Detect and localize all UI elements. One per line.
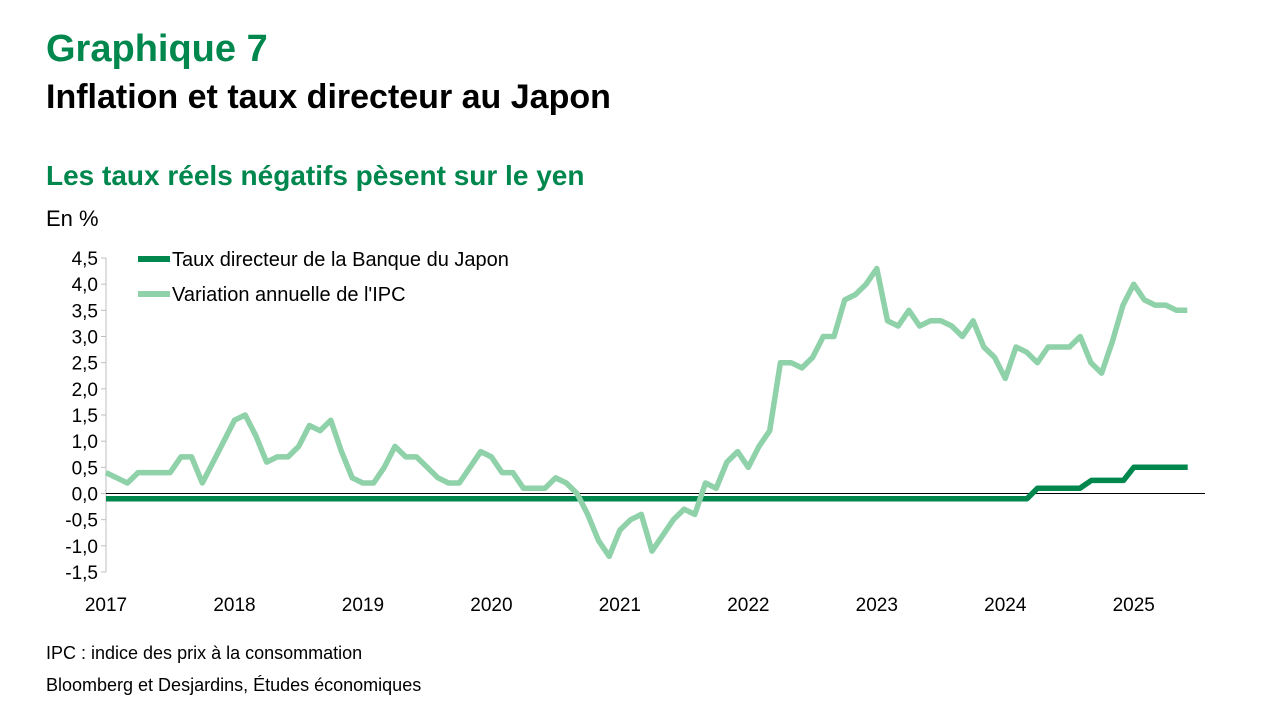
- y-tick-label: -0,5: [65, 511, 98, 532]
- source-note: Bloomberg et Desjardins, Études économiq…: [46, 675, 422, 695]
- y-tick-label: -1,5: [65, 563, 98, 584]
- series-lines: [104, 265, 1188, 560]
- y-tick-label: 0,0: [72, 485, 98, 506]
- x-tick-label: 2025: [1113, 595, 1155, 616]
- y-tick-label: 4,5: [72, 249, 98, 270]
- x-tick-label: 2023: [856, 595, 898, 616]
- y-tick-label: 3,0: [72, 328, 98, 349]
- footnote: IPC : indice des prix à la consommation: [46, 643, 363, 663]
- chart-title: Inflation et taux directeur au Japon: [46, 78, 611, 116]
- y-tick-label: 4,0: [72, 275, 98, 296]
- chart-kicker: Graphique 7: [46, 28, 268, 70]
- x-axis: 2017 2018 2019 2020 2021 2022 2023 2024 2025: [85, 493, 1205, 616]
- y-axis: 4,5 4,0 3,5 3,0 2,5 2,0 1,5 1,0 0,5 0,0 -0,5 -1,0 -1…: [65, 249, 107, 584]
- chart-subtitle: Les taux réels négatifs pèsent sur le ye…: [46, 160, 585, 191]
- x-tick-label: 2021: [599, 595, 641, 616]
- x-tick-label: 2022: [727, 595, 769, 616]
- y-tick-label: 1,5: [72, 406, 98, 427]
- x-tick-label: 2017: [85, 595, 127, 616]
- y-axis-unit-label: En %: [46, 206, 99, 231]
- y-tick-label: 2,0: [72, 380, 98, 401]
- y-tick-label: 2,5: [72, 354, 98, 375]
- y-tick-label: 3,5: [72, 301, 98, 322]
- x-tick-label: 2020: [470, 595, 512, 616]
- policy-rate-line: [106, 464, 1188, 502]
- cpi-line: [104, 265, 1188, 560]
- legend-label: Taux directeur de la Banque du Japon: [172, 249, 509, 271]
- y-tick-label: 0,5: [72, 458, 98, 479]
- x-tick-label: 2019: [342, 595, 384, 616]
- y-tick-label: 1,0: [72, 432, 98, 453]
- legend-label: Variation annuelle de l'IPC: [172, 284, 406, 306]
- y-tick-label: -1,0: [65, 537, 98, 558]
- legend: Taux directeur de la Banque du Japon Vari…: [138, 249, 509, 306]
- x-tick-label: 2018: [213, 595, 255, 616]
- x-tick-label: 2024: [984, 595, 1027, 616]
